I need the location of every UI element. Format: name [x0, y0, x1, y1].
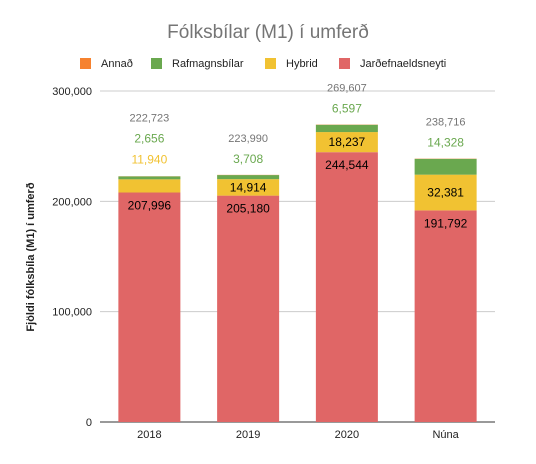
data-labels: 207,996 11,940 2,656 222,723 205,180 14,914 3,… [128, 83, 468, 231]
y-tick-label: 300,000 [52, 86, 92, 98]
x-tick-label: 2019 [236, 429, 260, 441]
bars [118, 124, 477, 422]
data-label-jardefnaeldsneyti: 244,544 [325, 158, 369, 172]
y-tick-label: 200,000 [52, 196, 92, 208]
legend-swatch-rafmagnsbilar [151, 58, 162, 69]
legend: Annað Rafmagnsbílar Hybrid Jarðefnaeldsn… [80, 58, 446, 70]
x-tick-label: Núna [432, 429, 459, 441]
bar-hybrid [118, 179, 181, 193]
data-label-jardefnaeldsneyti: 207,996 [128, 199, 172, 213]
y-axis-ticks: 0 100,000 200,000 300,000 [52, 86, 92, 429]
data-label-jardefnaeldsneyti: 191,792 [424, 216, 468, 230]
data-label-hybrid: 32,381 [427, 186, 464, 200]
bar-jardefnaeldsneyti [118, 192, 181, 422]
data-label-total: 238,716 [426, 117, 466, 129]
data-label-rafmagnsbilar: 14,328 [427, 136, 464, 150]
legend-swatch-annad [80, 58, 91, 69]
bar-rafmagnsbilar [118, 176, 181, 180]
x-axis-ticks: 2018 2019 2020 Núna [137, 429, 460, 441]
y-tick-label: 100,000 [52, 307, 92, 319]
chart-title: Fólksbílar (M1) í umferð [167, 22, 369, 43]
y-tick-label: 0 [86, 417, 92, 429]
y-axis-label: Fjöldi fólksbíla (M1) í umferð [25, 182, 37, 331]
bar-jardefnaeldsneyti [414, 210, 477, 422]
data-label-hybrid: 14,914 [230, 180, 267, 194]
legend-label-hybrid: Hybrid [286, 58, 318, 70]
bar-hybrid [414, 174, 477, 211]
bar-rafmagnsbilar [414, 158, 477, 175]
bar-rafmagnsbilar [315, 124, 378, 133]
legend-swatch-jardefnaeldsneyti [339, 58, 350, 69]
legend-label-rafmagnsbilar: Rafmagnsbílar [172, 58, 244, 70]
data-label-rafmagnsbilar: 3,708 [233, 152, 263, 166]
x-tick-label: 2020 [335, 429, 359, 441]
legend-swatch-hybrid [265, 58, 276, 69]
legend-label-jardefnaeldsneyti: Jarðefnaeldsneyti [360, 58, 446, 70]
bar-hybrid [315, 132, 378, 153]
data-label-rafmagnsbilar: 2,656 [134, 131, 164, 145]
data-label-rafmagnsbilar: 6,597 [332, 102, 362, 116]
legend-label-annad: Annað [101, 58, 133, 70]
data-label-jardefnaeldsneyti: 205,180 [226, 202, 270, 216]
data-label-hybrid: 18,237 [329, 135, 366, 149]
data-label-total: 222,723 [129, 112, 169, 124]
x-tick-label: 2018 [137, 429, 161, 441]
data-label-hybrid: 11,940 [131, 152, 167, 166]
data-label-total: 269,607 [327, 83, 367, 95]
bar-jardefnaeldsneyti [315, 152, 378, 422]
bar-hybrid [217, 179, 280, 196]
bar-rafmagnsbilar [217, 175, 280, 180]
bar-jardefnaeldsneyti [217, 195, 280, 422]
data-label-total: 223,990 [228, 133, 268, 145]
